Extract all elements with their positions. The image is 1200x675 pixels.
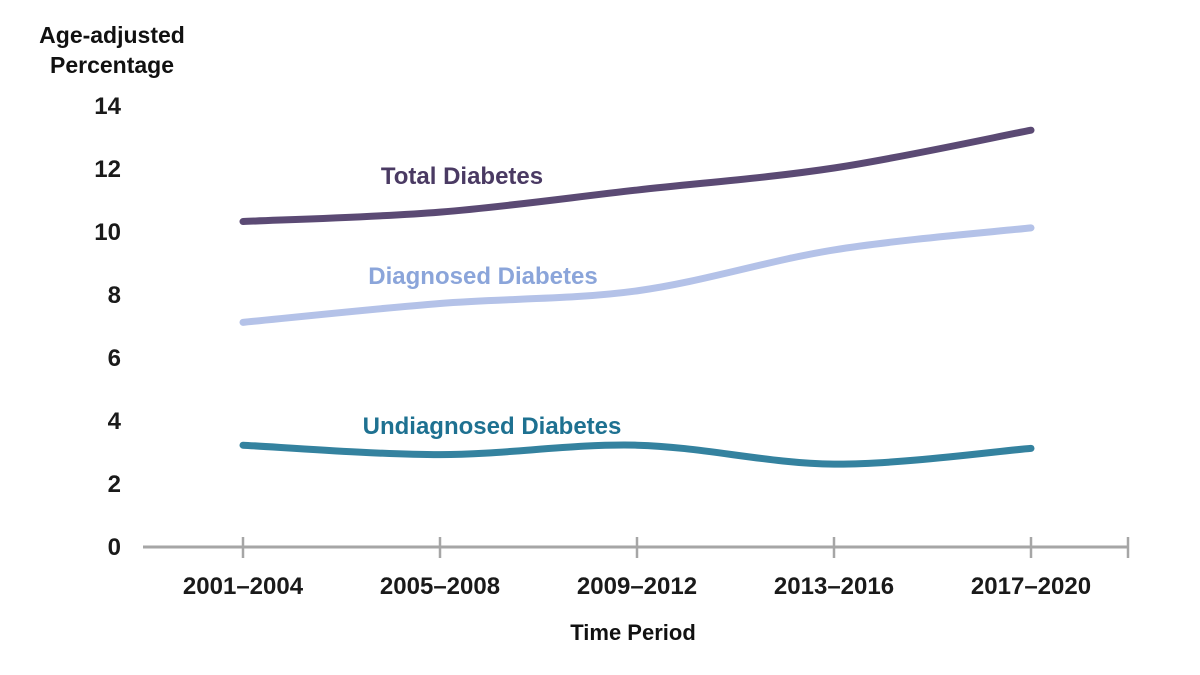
y-tick-label: 0 [108, 534, 121, 561]
y-tick-label: 6 [108, 345, 121, 372]
x-tick-label: 2005–2008 [380, 573, 500, 600]
y-axis-title-line2: Percentage [49, 52, 174, 78]
y-tick-label: 14 [94, 93, 121, 120]
y-tick-label: 8 [108, 282, 121, 309]
y-tick-label: 2 [108, 471, 121, 498]
y-tick-label: 10 [94, 219, 121, 246]
x-tick-label: 2013–2016 [774, 573, 894, 600]
series-line-total-diabetes [239, 126, 1035, 226]
series-label-total-diabetes: Total Diabetes [381, 163, 543, 190]
x-tick-label: 2001–2004 [183, 573, 304, 600]
series-label-undiagnosed-diabetes: Undiagnosed Diabetes [363, 413, 622, 440]
y-tick-label: 4 [108, 408, 122, 435]
series-label-diagnosed-diabetes: Diagnosed Diabetes [368, 263, 597, 290]
x-tick-label: 2009–2012 [577, 573, 697, 600]
y-tick-label: 12 [94, 156, 121, 183]
y-axis-title: Age-adjusted Percentage [22, 20, 202, 80]
y-axis-title-line1: Age-adjusted [39, 22, 185, 48]
x-tick-label: 2017–2020 [971, 573, 1091, 600]
series-line-undiagnosed-diabetes [239, 441, 1035, 468]
series-line-diagnosed-diabetes [239, 224, 1035, 326]
x-axis-title: Time Period [570, 620, 696, 645]
